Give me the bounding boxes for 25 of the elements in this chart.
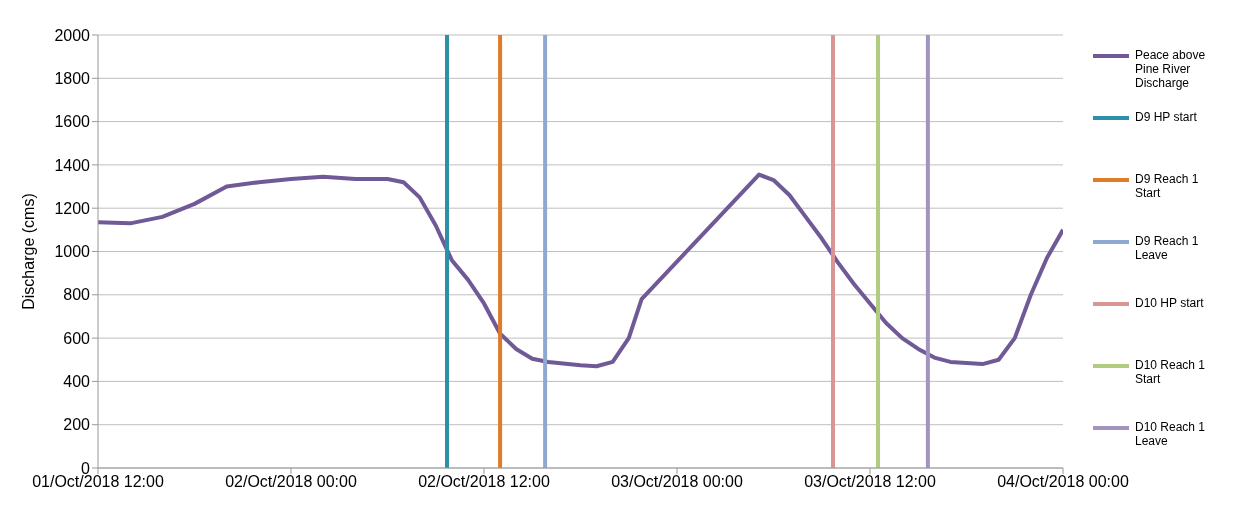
line-series <box>98 172 1063 369</box>
x-tick-label: 02/Oct/2018 12:00 <box>418 473 550 491</box>
y-tick-label: 1200 <box>54 199 91 217</box>
x-tick-label: 01/Oct/2018 12:00 <box>32 473 164 491</box>
legend-label: D10 Reach 1 Start <box>1135 358 1207 386</box>
y-tick-label: 1400 <box>54 156 91 174</box>
y-axis-title: Discharge (cms) <box>19 193 37 310</box>
y-tick-label: 800 <box>63 286 91 304</box>
x-tick-label: 03/Oct/2018 00:00 <box>611 473 743 491</box>
y-tick-label: 600 <box>63 329 91 347</box>
y-tick-label: 400 <box>63 373 91 391</box>
x-tick-label: 02/Oct/2018 00:00 <box>225 473 357 491</box>
legend-label: Peace above Pine River Discharge <box>1135 48 1207 90</box>
y-tick-label: 1000 <box>54 243 91 261</box>
legend-label: D9 HP start <box>1135 110 1198 124</box>
x-tick-label: 03/Oct/2018 12:00 <box>804 473 936 491</box>
y-tick-label: 1800 <box>54 69 91 87</box>
legend-label: D10 Reach 1 Leave <box>1135 420 1207 448</box>
y-tick-label: 200 <box>63 416 91 434</box>
legend-label: D10 HP start <box>1135 296 1205 310</box>
y-tick-label: 1600 <box>54 113 91 131</box>
legend-label: D9 Reach 1 Leave <box>1135 234 1200 262</box>
x-tick-label: 04/Oct/2018 00:00 <box>997 473 1129 491</box>
y-tick-label: 2000 <box>54 26 91 44</box>
legend-label: D9 Reach 1 Start <box>1135 172 1200 200</box>
